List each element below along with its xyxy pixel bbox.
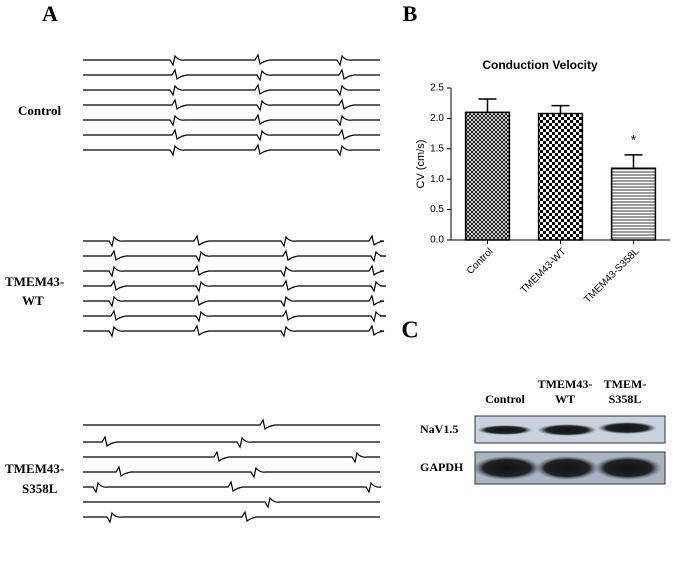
y-tick-label: 0.0 (430, 235, 444, 246)
trace (83, 53, 380, 67)
lane-label: WT (555, 392, 575, 406)
y-tick-label: 2.0 (430, 113, 444, 124)
band (477, 425, 533, 435)
y-axis-label: CV (cm/s) (415, 140, 427, 189)
error-bar (551, 104, 570, 114)
band (594, 456, 662, 480)
trace (83, 480, 382, 494)
error-bar (624, 154, 643, 169)
trace (83, 418, 380, 431)
x-tick-label: Control (465, 246, 496, 277)
trace (83, 279, 387, 293)
trace (83, 249, 387, 263)
lane-label: Control (485, 392, 525, 406)
traces (83, 53, 387, 524)
y-tick-label: 2.5 (430, 83, 444, 94)
trace (83, 98, 380, 112)
trace (83, 324, 385, 338)
trace (83, 450, 380, 464)
trace (83, 143, 380, 157)
y-tick-label: 1.5 (430, 143, 444, 154)
trace (83, 128, 380, 142)
trace (83, 234, 385, 248)
error-bar (478, 98, 497, 113)
trace (83, 294, 385, 308)
bar (464, 111, 511, 241)
trace (83, 465, 380, 479)
y-tick-label: 0.5 (430, 204, 444, 215)
row-label: GAPDH (420, 460, 464, 474)
bar-chart: Conduction Velocity CV (cm/s) 0.0 0.5 1.0 1.5… (415, 58, 670, 305)
row-label: NaV1.5 (420, 422, 458, 436)
trace (83, 113, 380, 127)
panel-label: C (401, 318, 418, 344)
group-label: TMEM43- (5, 461, 64, 476)
bar (610, 167, 657, 241)
band (537, 424, 597, 436)
trace (83, 68, 380, 82)
lane-label: S358L (609, 392, 642, 406)
band (473, 456, 541, 480)
trace (83, 435, 380, 449)
bar (537, 112, 584, 241)
panel-label: A (42, 1, 58, 26)
annotation: * (631, 132, 637, 148)
group-label: TMEM43- (5, 274, 64, 289)
lane-label: TMEM- (604, 377, 647, 391)
y-tick-label: 1.0 (430, 174, 444, 185)
trace (83, 309, 387, 323)
x-tick-label: TMEM43-S358L (582, 246, 642, 306)
panel-label: B (403, 1, 418, 26)
trace (83, 264, 385, 278)
group-label: S358L (22, 481, 58, 496)
group-label: Control (18, 103, 61, 118)
trace (83, 83, 380, 97)
trace (83, 496, 380, 509)
lane-label: TMEM43- (538, 377, 593, 391)
band (535, 456, 599, 480)
band (597, 422, 657, 434)
chart-title: Conduction Velocity (482, 58, 598, 72)
x-tick-label: TMEM43-WT (519, 246, 569, 296)
group-label: WT (22, 293, 44, 308)
trace (83, 510, 380, 524)
